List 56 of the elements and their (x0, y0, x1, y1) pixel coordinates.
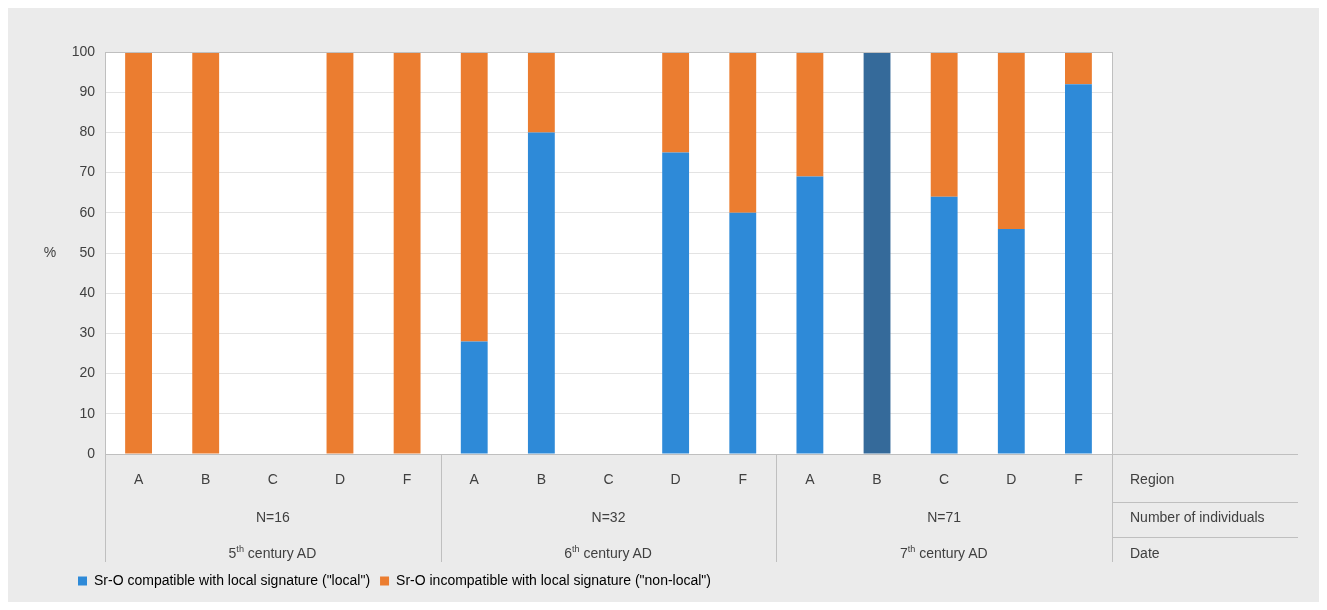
x-tick-label: D (670, 471, 681, 488)
y-tick-label: 10 (79, 404, 96, 421)
bar (125, 52, 152, 454)
x-tick-label: B (872, 471, 882, 488)
bar (729, 212, 757, 454)
bar (393, 52, 421, 454)
y-axis-title: % (43, 243, 57, 260)
bar (662, 152, 690, 454)
y-tick-label: 80 (79, 123, 96, 140)
bar (863, 52, 891, 454)
bar (796, 176, 824, 454)
bar (997, 228, 1025, 454)
x-tick-label: F (402, 471, 412, 488)
y-tick-label: 70 (79, 163, 96, 180)
y-tick-label: 100 (71, 42, 96, 59)
bar (796, 52, 824, 177)
x-tick-label: D (334, 471, 346, 488)
bar (729, 52, 757, 213)
y-tick-label: 30 (79, 324, 96, 341)
bar (527, 132, 555, 454)
bar (326, 52, 354, 454)
bar (192, 52, 220, 454)
bar (662, 52, 690, 153)
text: N=71 (927, 508, 962, 525)
bar (1065, 52, 1092, 85)
x-tick-label: D (1006, 471, 1017, 488)
x-tick-label: A (469, 471, 480, 488)
text: Number of individuals (1130, 508, 1265, 525)
text: N=32 (591, 508, 626, 525)
bar (460, 341, 488, 454)
text: N=16 (255, 508, 290, 525)
text: Date (1130, 544, 1160, 561)
bar (527, 52, 555, 133)
bar (1065, 84, 1092, 454)
y-tick-label: 60 (79, 203, 96, 220)
bar (997, 52, 1025, 229)
x-tick-label: C (603, 471, 614, 488)
x-tick-label: F (738, 471, 748, 488)
bar (930, 52, 958, 197)
legend-label: Sr-O incompatible with local signature ("non-local") (396, 571, 712, 588)
x-tick-label: C (267, 471, 278, 488)
y-tick-label: 40 (79, 284, 96, 301)
text: Region (1130, 470, 1175, 487)
x-tick-label: B (201, 471, 211, 488)
y-tick-label: 0 (87, 444, 96, 461)
x-tick-label: A (805, 471, 816, 488)
x-tick-label: A (133, 471, 144, 488)
y-tick-label: 50 (79, 243, 96, 260)
y-tick-label: 90 (79, 83, 96, 100)
legend-label: Sr-O compatible with local signature ("local") (94, 571, 371, 588)
x-tick-label: C (939, 471, 950, 488)
x-tick-label: F (1074, 471, 1083, 488)
bar (460, 52, 488, 342)
x-tick-label: B (536, 471, 547, 488)
y-tick-label: 20 (79, 364, 96, 381)
bar (930, 196, 958, 454)
